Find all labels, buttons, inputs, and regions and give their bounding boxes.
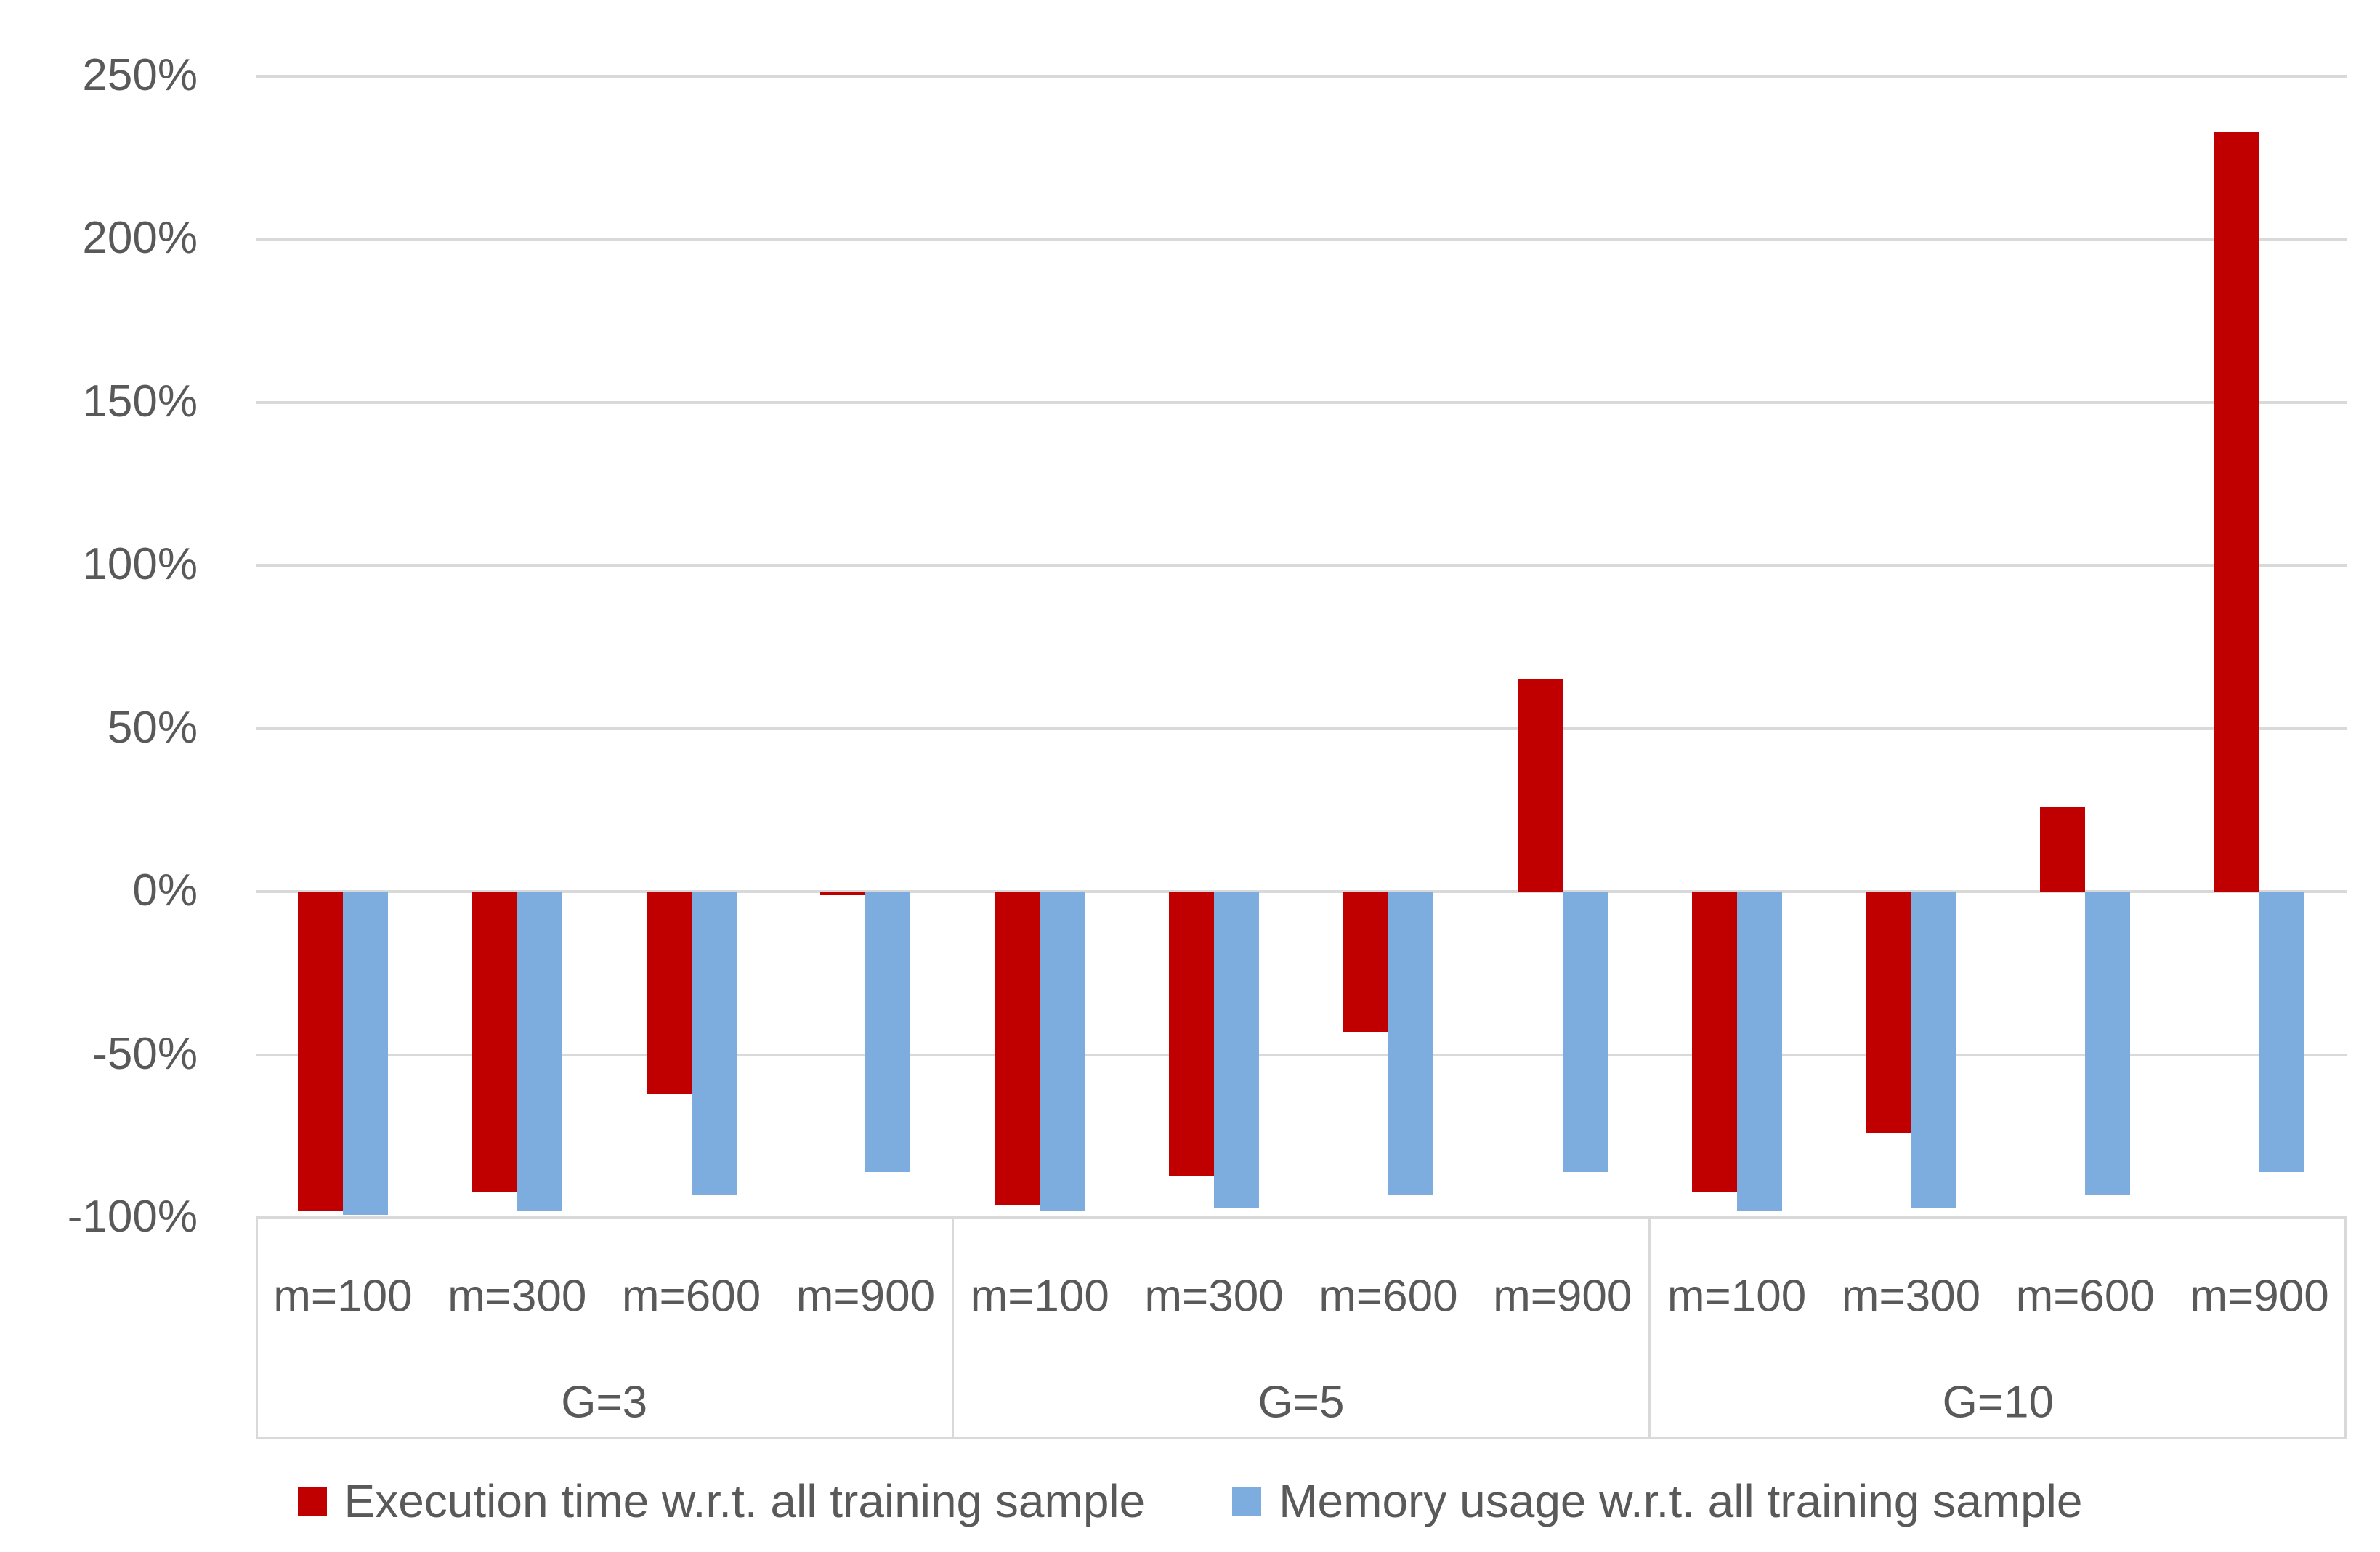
bar-exec-g5-m600 (1343, 892, 1388, 1032)
bar-exec-g10-m600 (2040, 807, 2086, 892)
bar-mem-g3-m600 (691, 892, 737, 1195)
bar-mem-g10-m300 (1911, 892, 1956, 1208)
gridline--100 (256, 1216, 2347, 1219)
legend-swatch-memory-usage-icon (1232, 1487, 1262, 1516)
bar-exec-g3-m600 (646, 892, 692, 1094)
category-label-g3-m300: m=300 (448, 1271, 587, 1322)
gridline--50 (256, 1053, 2347, 1056)
y-tick-label: 100% (82, 539, 198, 590)
y-tick-label: 250% (82, 50, 198, 101)
bar-exec-g5-m900 (1517, 679, 1563, 892)
category-label-g5-m300: m=300 (1144, 1271, 1284, 1322)
y-tick-label: 0% (132, 865, 198, 916)
gridline-0 (256, 890, 2347, 894)
bar-exec-g3-m100 (297, 892, 343, 1212)
gridline-250 (256, 75, 2347, 78)
y-tick-label: -50% (92, 1028, 198, 1079)
axis-group-divider (951, 1218, 954, 1439)
axis-box-bottom-border (256, 1437, 2347, 1439)
category-label-g10-m900: m=900 (2190, 1271, 2329, 1322)
group-label-g5: G=5 (1258, 1377, 1345, 1428)
bar-exec-g5-m300 (1169, 892, 1215, 1176)
bar-mem-g5-m100 (1040, 892, 1085, 1212)
bar-mem-g3-m900 (865, 892, 911, 1173)
legend-item-memory-usage: Memory usage w.r.t. all training sample (1232, 1474, 2082, 1528)
legend: Execution time w.r.t. all training sampl… (0, 1466, 2380, 1536)
category-label-g5-m900: m=900 (1493, 1271, 1632, 1322)
bar-mem-g5-m600 (1388, 892, 1433, 1195)
bar-mem-g5-m300 (1214, 892, 1260, 1208)
bar-exec-g3-m300 (471, 892, 517, 1192)
bar-exec-g10-m900 (2214, 132, 2260, 892)
bar-mem-g5-m900 (1562, 892, 1608, 1173)
axis-box-right-border (2344, 1218, 2347, 1439)
legend-item-execution-time: Execution time w.r.t. all training sampl… (297, 1474, 1146, 1528)
bar-exec-g5-m100 (995, 892, 1040, 1205)
bar-mem-g10-m100 (1736, 892, 1782, 1212)
gridline-150 (256, 400, 2347, 404)
legend-label-execution-time: Execution time w.r.t. all training sampl… (344, 1475, 1146, 1527)
category-label-g3-m900: m=900 (796, 1271, 936, 1322)
group-label-g10: G=10 (1942, 1377, 2055, 1428)
bar-exec-g10-m100 (1691, 892, 1737, 1192)
axis-box-left-border (256, 1218, 258, 1439)
bar-mem-g3-m100 (342, 892, 388, 1215)
category-label-g10-m600: m=600 (2015, 1271, 2155, 1322)
category-label-g10-m300: m=300 (1841, 1271, 1981, 1322)
y-tick-label: 200% (82, 213, 198, 264)
gridline-200 (256, 238, 2347, 241)
y-tick-label: 150% (82, 376, 198, 427)
group-label-g3: G=3 (561, 1377, 648, 1428)
category-label-g3-m100: m=100 (273, 1271, 413, 1322)
category-label-g5-m100: m=100 (970, 1271, 1109, 1322)
bar-mem-g3-m300 (517, 892, 562, 1212)
axis-group-divider (1648, 1218, 1651, 1439)
bar-mem-g10-m600 (2085, 892, 2131, 1195)
legend-label-memory-usage: Memory usage w.r.t. all training sample (1279, 1475, 2083, 1527)
category-label-g5-m600: m=600 (1319, 1271, 1458, 1322)
legend-swatch-execution-time-icon (297, 1487, 327, 1516)
bar-exec-g10-m300 (1866, 892, 1911, 1133)
y-tick-label: -100% (67, 1192, 198, 1242)
category-label-g10-m100: m=100 (1667, 1271, 1807, 1322)
y-tick-label: 50% (107, 702, 198, 753)
bar-mem-g10-m900 (2259, 892, 2305, 1173)
category-label-g3-m600: m=600 (621, 1271, 761, 1322)
gridline-100 (256, 564, 2347, 567)
bar-exec-g3-m900 (820, 892, 866, 895)
gridline-50 (256, 727, 2347, 730)
